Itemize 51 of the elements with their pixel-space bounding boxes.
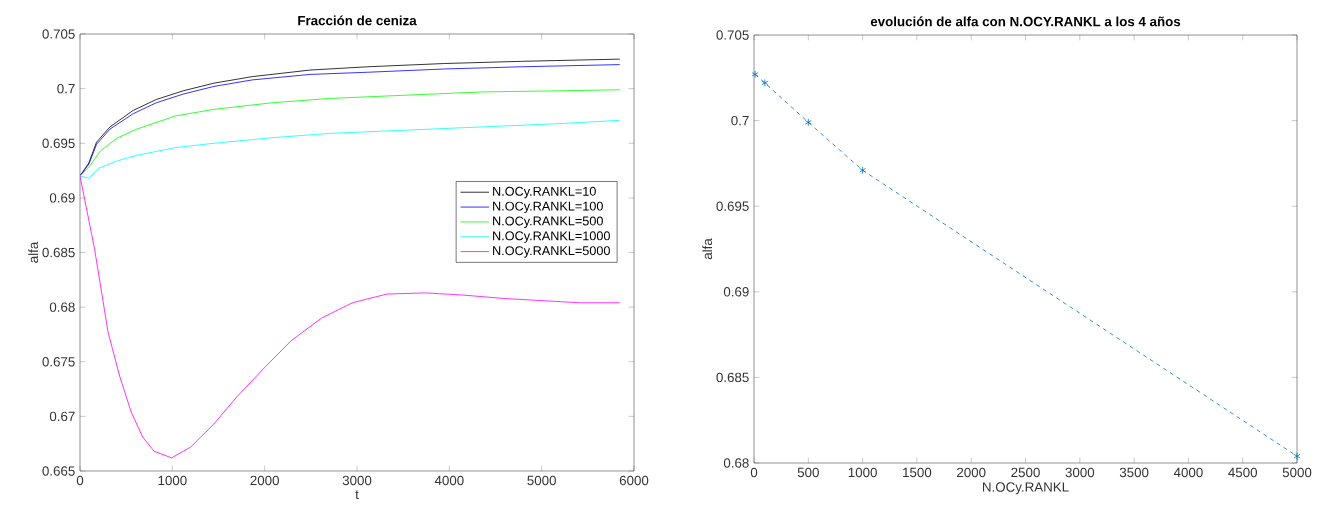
point [751,70,759,79]
legend-label: N.OCy.RANKL=5000 [493,246,610,258]
x-tick-label: 4000 [1173,467,1203,478]
x-tick-label: 2500 [1011,467,1040,478]
y-tick-label: 0.685 [42,247,75,258]
y-tick-label: 0.695 [716,201,749,211]
y-tick-label: 0.705 [716,30,749,40]
y-tick-label: 0.7 [57,83,75,94]
legend-label: N.OCy.RANKL=500 [493,216,603,228]
x-tick-label: 5000 [527,475,556,486]
y-tick-label: 0.68 [49,302,75,312]
line-series [80,119,621,179]
y-tick-label: 0.685 [716,372,749,383]
y-axis-title: alfa [702,238,713,260]
y-tick-label: 0.705 [42,29,75,39]
y-axis-title: alfa [28,241,39,263]
x-tick-label: 3500 [1119,467,1149,478]
legend-label: N.OCy.RANKL=1000 [493,231,610,243]
chart-title: evolución de alfa con N.OCY.RANKL a los 4 años [870,16,1181,27]
y-tick-label: 0.68 [723,458,749,468]
chart-title: Fracción de ceniza [298,15,417,26]
x-tick-label: 4500 [1228,467,1258,478]
point [1293,452,1301,461]
y-tick-label: 0.675 [42,357,75,367]
x-tick-label: 1500 [903,467,932,478]
x-tick-label: 3000 [1065,467,1095,478]
y-tick-label: 0.69 [723,287,749,297]
x-axis-title: t [355,490,359,500]
point [761,79,769,87]
x-tick-label: 4000 [434,475,464,486]
x-tick-label: 2000 [957,467,986,478]
x-axis-title: N.OCy.RANKL [983,482,1069,495]
x-tick-label: 500 [797,467,819,478]
x-tick-label: 1000 [848,467,877,478]
point [859,166,867,175]
x-tick-label: 1000 [158,475,187,486]
x-tick-label: 6000 [619,475,649,486]
y-tick-label: 0.7 [731,115,749,126]
y-tick-label: 0.665 [42,466,75,476]
y-tick-label: 0.695 [42,138,75,148]
y-tick-label: 0.69 [49,193,75,203]
x-tick-label: 2000 [250,475,279,486]
x-tick-label: 5000 [1282,467,1312,478]
x-tick-label: 3000 [342,475,372,486]
point [804,118,812,127]
x-tick-label: 0 [76,475,84,486]
line-series [80,89,621,177]
x-tick-label: 0 [750,467,758,478]
legend-label: N.OCy.RANKL=10 [493,186,596,199]
legend-label: N.OCy.RANKL=100 [493,201,603,214]
y-tick-label: 0.67 [49,411,75,422]
